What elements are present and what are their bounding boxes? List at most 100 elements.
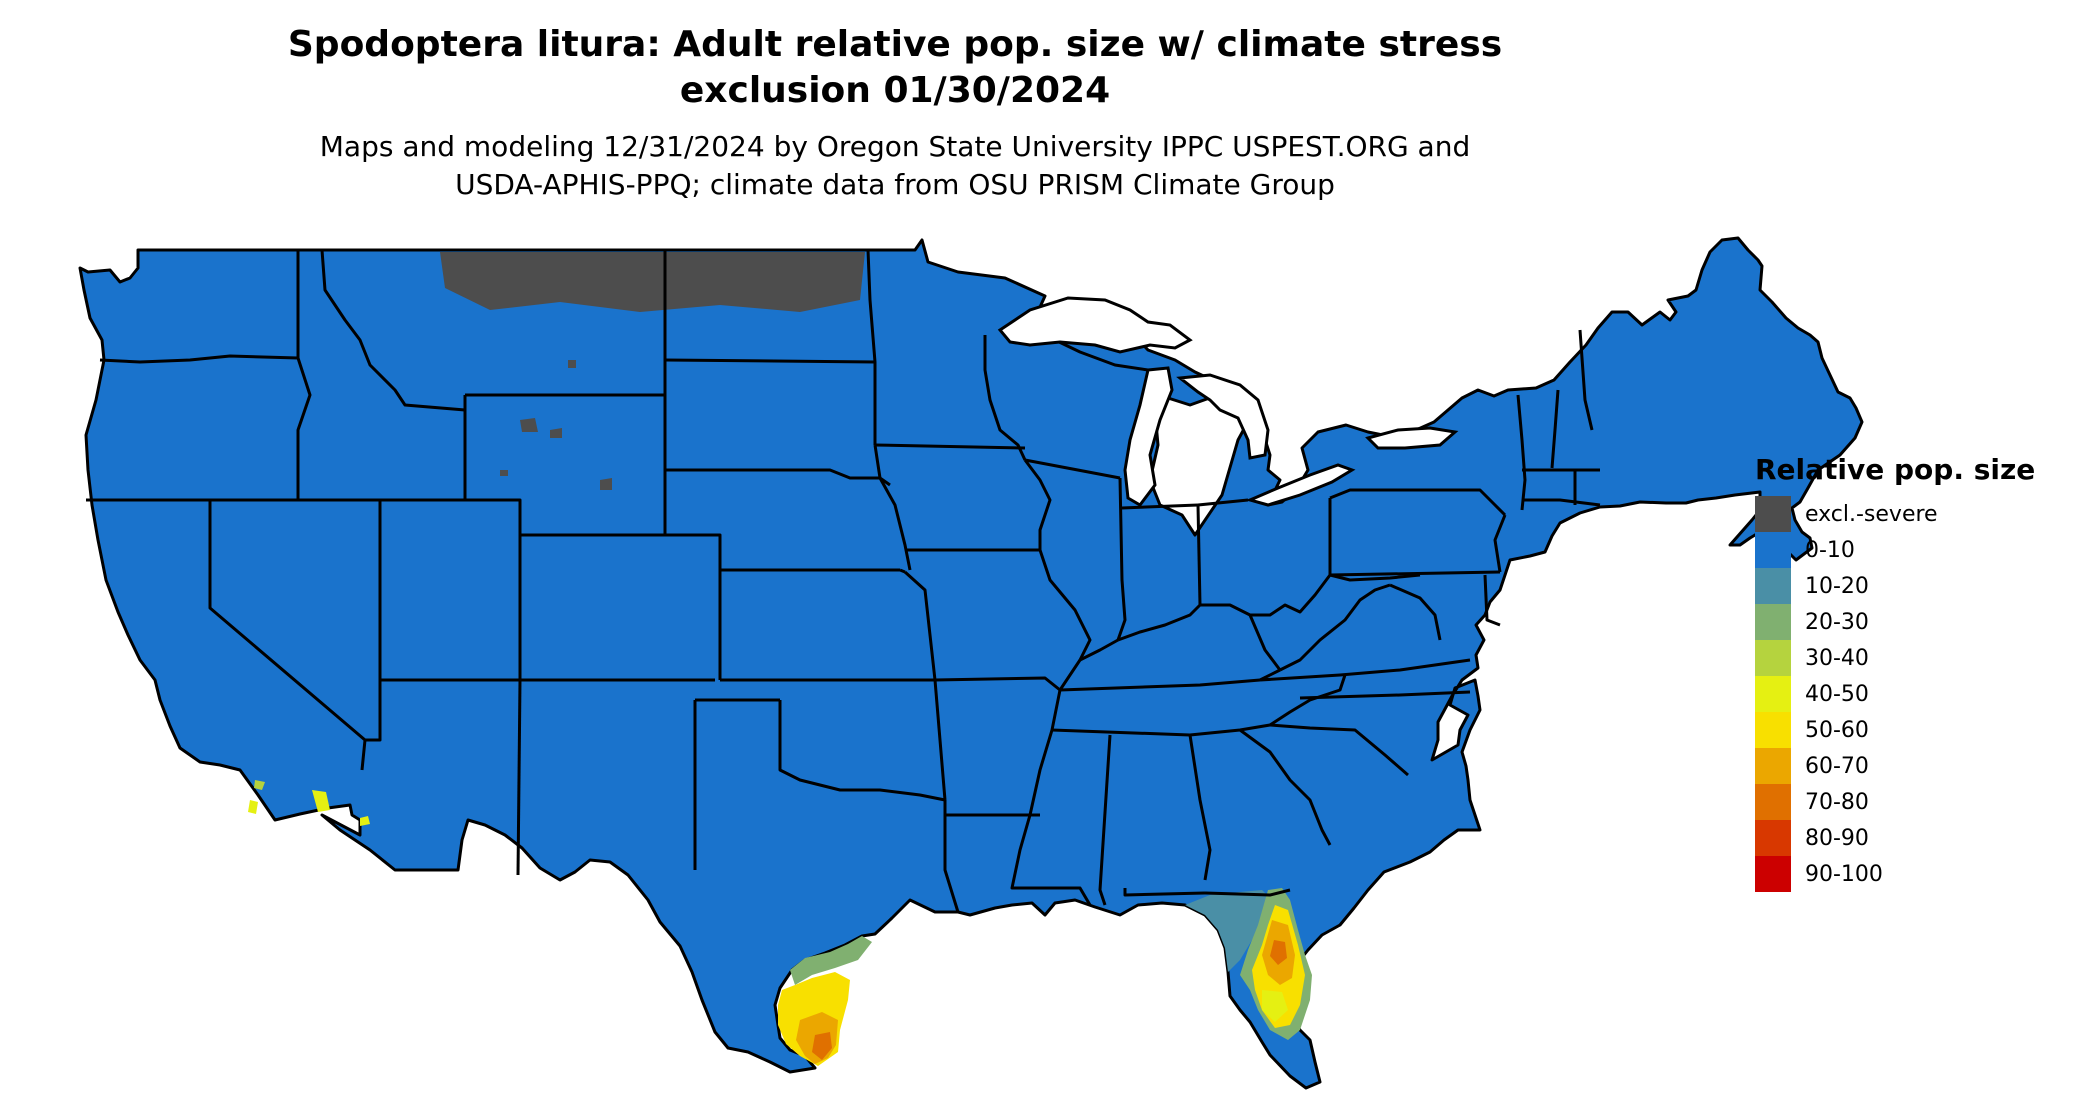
legend-rows: excl.-severe 0-10 10-20 20-30 30-40 40-50 50-6… [1755, 496, 2035, 892]
lake-michigan [1123, 366, 1174, 507]
exclusion-northern-plains [440, 252, 865, 312]
border-maryland-delaware [1483, 574, 1501, 627]
border-minnesota-dakotas [866, 249, 877, 445]
border-illinois-kentucky [1079, 638, 1119, 662]
legend-label: 10-20 [1805, 573, 1869, 599]
border-mississippi-alabama [1098, 734, 1112, 906]
legend-item: 50-60 [1755, 712, 2035, 748]
legend-swatch [1755, 784, 1791, 820]
border-minnesota-iowa [874, 443, 1026, 450]
border-michigan-ohio [1197, 498, 1249, 507]
border-idaho-montana [320, 249, 466, 412]
legend-swatch [1755, 604, 1791, 640]
legend-item: 0-10 [1755, 532, 2035, 568]
legend-label: 70-80 [1805, 789, 1869, 815]
border-indiana-michigan [1121, 503, 1199, 510]
legend-item: 20-30 [1755, 604, 2035, 640]
border-kentucky-tennessee [1059, 678, 1261, 692]
legend-swatch [1755, 712, 1791, 748]
subtitle-line-1: Maps and modeling 12/31/2024 by Oregon S… [319, 130, 1471, 163]
border-virginia-nc [1299, 690, 1471, 700]
border-missouri-oklahoma-arkansas [934, 676, 1061, 692]
legend-label: 30-40 [1805, 645, 1869, 671]
border-virginia-west-virginia [1279, 583, 1391, 672]
border-west-virginia-maryland-pennsylvania [1329, 573, 1421, 582]
legend-label: 60-70 [1805, 753, 1869, 779]
border-pennsylvania-new-york [1329, 488, 1507, 517]
border-indiana-ohio [1196, 504, 1202, 606]
legend-label: excl.-severe [1805, 501, 1938, 527]
border-pennsylvania-new-jersey [1493, 514, 1507, 573]
border-alabama-georgia [1188, 734, 1212, 881]
map-subtitle: Maps and modeling 12/31/2024 by Oregon S… [0, 128, 1790, 204]
legend-label: 80-90 [1805, 825, 1869, 851]
border-texas-louisiana [943, 815, 960, 913]
legend-label: 90-100 [1805, 861, 1883, 887]
border-tennessee-south [1051, 723, 1271, 737]
border-massachusetts-south [1522, 498, 1601, 507]
socal-warm-spots [248, 780, 370, 826]
conus-landmass [78, 236, 1864, 1090]
legend-item: 80-90 [1755, 820, 2035, 856]
map-title: Spodoptera litura: Adult relative pop. s… [0, 22, 1790, 114]
border-iowa-nebraska [873, 444, 912, 571]
border-pennsylvania-maryland [1329, 570, 1501, 577]
lake-erie [1245, 463, 1356, 507]
border-california-nevada [208, 500, 367, 771]
border-nevada-arizona [365, 680, 382, 742]
border-kentucky-west-virginia [1248, 614, 1282, 671]
border-wisconsin-michigan [1054, 338, 1149, 372]
legend-item: 90-100 [1755, 856, 2035, 892]
legend-item: 10-20 [1755, 568, 2035, 604]
border-south-dakota-nebraska [665, 468, 891, 487]
border-oregon-idaho [296, 357, 312, 500]
border-ohio-west-virginia [1200, 574, 1332, 617]
lake-huron [1176, 373, 1270, 460]
border-kansas-missouri [903, 570, 937, 681]
border-tennessee-virginia-nc [1259, 658, 1471, 682]
border-vermont-new-hampshire [1550, 389, 1560, 469]
legend-item: 60-70 [1755, 748, 2035, 784]
legend-label: 50-60 [1805, 717, 1869, 743]
legend-swatch [1755, 496, 1791, 532]
exclusion-wyoming-1 [520, 418, 538, 432]
legend-label: 0-10 [1805, 537, 1855, 563]
exclusion-wyoming-3 [600, 478, 612, 490]
exclusion-zones [440, 252, 865, 490]
border-iowa-illinois [1023, 459, 1052, 550]
legend-item: excl.-severe [1755, 496, 2035, 532]
border-missouri-illinois [1038, 549, 1092, 661]
exclusion-montana [568, 360, 576, 368]
border-arkansas-tennessee-mississippi [1028, 689, 1062, 816]
border-arizona-new-mexico [516, 679, 522, 876]
legend-label: 20-30 [1805, 609, 1869, 635]
legend-swatch [1755, 532, 1791, 568]
legend-title: Relative pop. size [1755, 453, 2036, 486]
legend-item: 40-50 [1755, 676, 2035, 712]
exclusion-wyoming-4 [500, 470, 508, 476]
legend-item: 70-80 [1755, 784, 2035, 820]
border-louisiana-mississippi [1010, 814, 1092, 906]
border-new-york-new-england [1516, 394, 1527, 511]
title-line-1: Spodoptera litura: Adult relative pop. s… [287, 24, 1503, 65]
lake-ontario [1365, 426, 1459, 450]
border-oklahoma-arkansas [933, 679, 947, 801]
border-georgia-south-carolina [1239, 728, 1332, 846]
legend-swatch [1755, 568, 1791, 604]
border-utah-wyoming [465, 498, 522, 535]
legend-item: 30-40 [1755, 640, 2035, 676]
border-virginia-maryland [1389, 583, 1442, 641]
title-line-2: exclusion 01/30/2024 [679, 70, 1111, 111]
state-borders [86, 249, 1601, 913]
legend-label: 40-50 [1805, 681, 1869, 707]
lake-superior [997, 296, 1193, 354]
border-washington-oregon [99, 354, 299, 364]
great-lakes [997, 296, 1459, 507]
border-georgia-florida [1204, 888, 1291, 897]
legend-swatch [1755, 856, 1791, 892]
legend-swatch [1755, 676, 1791, 712]
legend-swatch [1755, 640, 1791, 676]
legend: Relative pop. size excl.-severe 0-10 10-20… [1755, 452, 2035, 892]
legend-swatch [1755, 748, 1791, 784]
